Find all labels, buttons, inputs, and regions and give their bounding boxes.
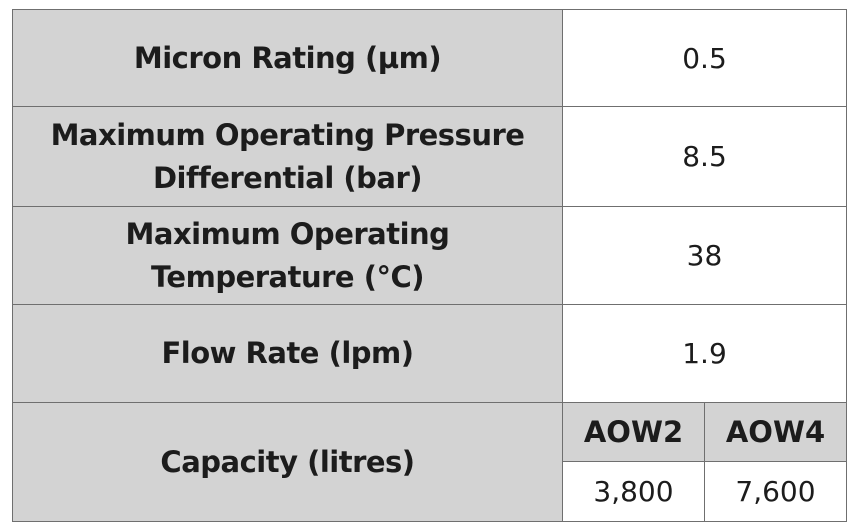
- specifications-table: Micron Rating (µm) 0.5 Maximum Operating…: [12, 9, 847, 522]
- row-label-text: Flow Rate (lpm): [161, 336, 414, 371]
- flow-rate-label: Flow Rate (lpm): [12, 304, 563, 403]
- flow-rate-value: 1.9: [562, 304, 847, 403]
- pressure-differential-value: 8.5: [562, 106, 847, 207]
- pressure-differential-label: Maximum Operating Pressure Differential …: [12, 106, 563, 207]
- table-row: Maximum Operating Temperature (°C) 38: [12, 206, 847, 305]
- table-row: Flow Rate (lpm) 1.9: [12, 304, 847, 403]
- table-row: Capacity (litres) AOW2 AOW4: [12, 402, 847, 522]
- row-label-text: Capacity (litres): [160, 444, 415, 479]
- table-row: 3,800 7,600: [13, 461, 847, 522]
- capacity-label: Capacity (litres): [12, 402, 563, 522]
- operating-temperature-value: 38: [562, 206, 847, 305]
- table-row: Maximum Operating Pressure Differential …: [12, 106, 847, 207]
- micron-rating-label: Micron Rating (µm): [12, 9, 563, 107]
- model-header-aow2: AOW2: [562, 402, 705, 462]
- table-row: Micron Rating (µm) 0.5: [12, 9, 847, 107]
- row-label-text: Micron Rating (µm): [133, 40, 442, 75]
- model-header-aow4: AOW4: [704, 402, 847, 462]
- micron-rating-value: 0.5: [562, 9, 847, 107]
- row-label-text: Maximum Operating Pressure Differential …: [50, 118, 525, 195]
- row-label-text: Maximum Operating Temperature (°C): [125, 217, 450, 294]
- capacity-value-aow4: 7,600: [704, 461, 847, 522]
- capacity-value-aow2: 3,800: [562, 461, 705, 522]
- operating-temperature-label: Maximum Operating Temperature (°C): [12, 206, 563, 305]
